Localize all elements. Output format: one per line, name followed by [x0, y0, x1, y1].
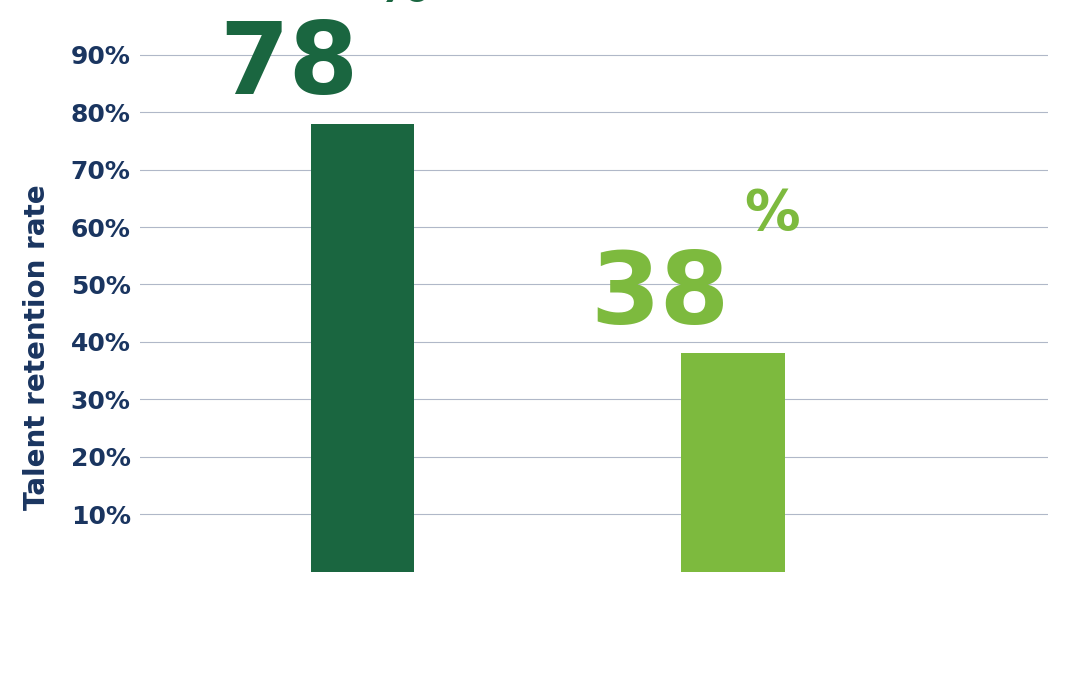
Bar: [681, 354, 785, 572]
Text: 78: 78: [219, 18, 359, 115]
Text: %: %: [374, 0, 430, 11]
Text: %: %: [744, 188, 799, 242]
Y-axis label: Talent retention rate: Talent retention rate: [24, 185, 51, 510]
Bar: [311, 124, 415, 572]
Text: 38: 38: [590, 248, 729, 345]
